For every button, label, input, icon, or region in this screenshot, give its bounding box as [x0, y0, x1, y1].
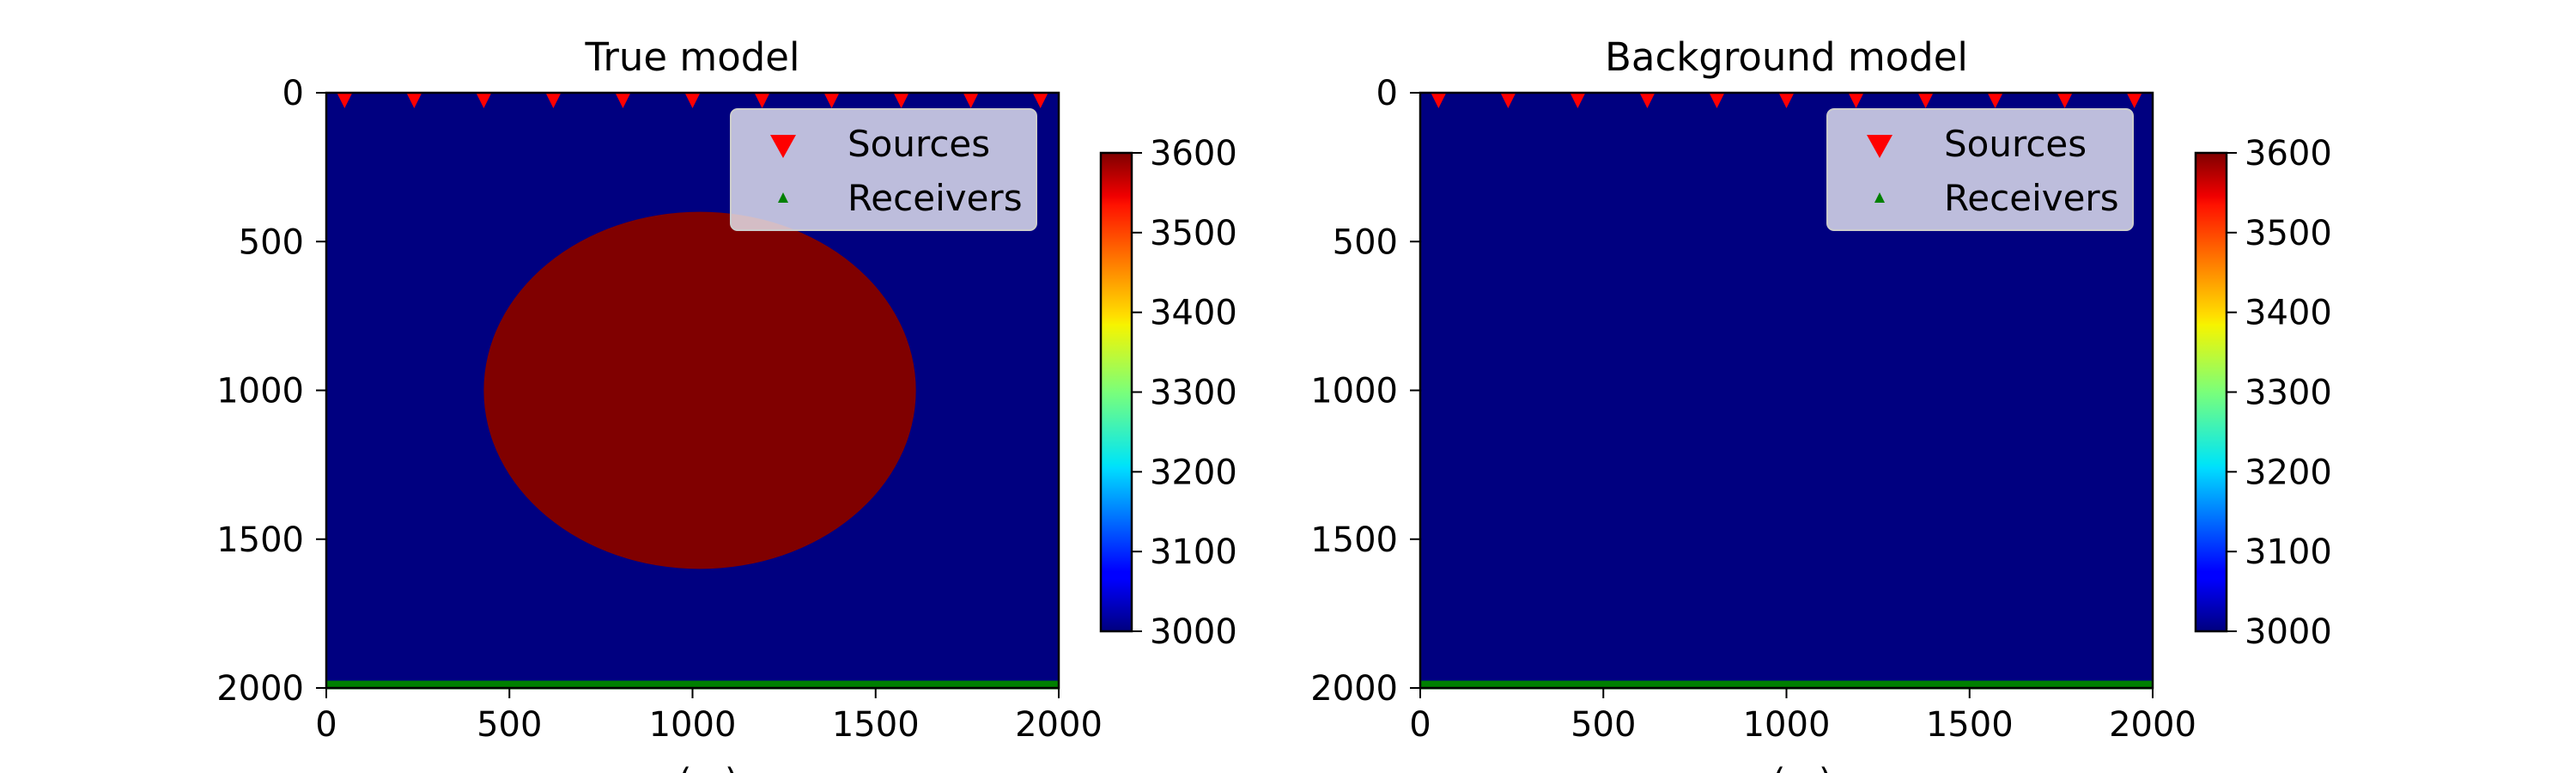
- receiver-line: [1420, 680, 2153, 690]
- legend: Sources Receivers: [1826, 108, 2134, 231]
- colorbar-tick-label: 3300: [2245, 374, 2332, 413]
- x-tick-label: 0: [1409, 705, 1431, 745]
- colorbar-tick-label: 3600: [1150, 134, 1237, 173]
- colorbar-tick-label: 3100: [2245, 533, 2332, 572]
- legend: Sources Receivers: [730, 108, 1037, 231]
- source-marker: [893, 93, 909, 108]
- source-marker: [545, 93, 562, 108]
- colorbar-tick-label: 3400: [2245, 294, 2332, 333]
- legend-receiver-marker: [778, 192, 788, 203]
- y-tick-label: 500: [239, 222, 304, 262]
- y-tick-label: 500: [1333, 222, 1398, 262]
- colorbar-tick-label: 3200: [2245, 453, 2332, 492]
- colorbar-tick-label: 3600: [2245, 134, 2332, 173]
- colorbar-tick-label: 3000: [2245, 612, 2332, 652]
- y-tick-label: 2000: [1310, 669, 1398, 709]
- colorbar-tick-label: 3400: [1150, 294, 1237, 333]
- x-tick-label: 1500: [1926, 705, 2014, 745]
- source-marker: [2126, 93, 2142, 108]
- colorbar-tick-label: 3200: [1150, 453, 1237, 492]
- x-tick-label: 500: [477, 705, 542, 745]
- source-marker: [615, 93, 631, 108]
- colorbar: 3000 3100 3200 3300 3400 3500 3600: [2194, 134, 2332, 652]
- colorbar-tick-label: 3300: [1150, 374, 1237, 413]
- x-tick-label: 0: [315, 705, 337, 745]
- y-tick-label: 0: [1376, 74, 1398, 113]
- x-tick-label: 1000: [649, 705, 737, 745]
- source-marker: [406, 93, 422, 108]
- y-tick-label: 1500: [216, 520, 304, 560]
- source-marker: [2057, 93, 2073, 108]
- colorbar-gradient: [1099, 151, 1133, 633]
- source-marker: [963, 93, 979, 108]
- velocity-anomaly: [483, 211, 916, 569]
- x-axis-label: x (m): [647, 762, 738, 773]
- source-marker: [1848, 93, 1864, 108]
- source-marker: [1570, 93, 1586, 108]
- source-marker: [823, 93, 840, 108]
- legend-label-sources: Sources: [1944, 123, 2087, 165]
- x-tick-label: 1500: [832, 705, 920, 745]
- source-marker: [1709, 93, 1725, 108]
- source-marker: [1032, 93, 1048, 108]
- y-tick-label: 0: [283, 74, 304, 113]
- chart-title: Background model: [1605, 34, 1968, 80]
- source-marker: [1987, 93, 2003, 108]
- source-marker: [1778, 93, 1795, 108]
- source-marker: [337, 93, 353, 108]
- colorbar-tick-label: 3100: [1150, 533, 1237, 572]
- source-marker: [1639, 93, 1656, 108]
- legend-label-receivers: Receivers: [848, 177, 1023, 219]
- x-tick-label: 2000: [1015, 705, 1103, 745]
- source-marker: [754, 93, 770, 108]
- legend-source-marker: [1867, 135, 1893, 158]
- y-tick-label: 1500: [1310, 520, 1398, 560]
- source-marker: [1917, 93, 1934, 108]
- colorbar-gradient: [2194, 151, 2228, 633]
- legend-source-marker: [770, 135, 796, 158]
- colorbar-tick-label: 3500: [2245, 214, 2332, 253]
- colorbar-tick-label: 3500: [1150, 214, 1237, 253]
- source-marker: [476, 93, 492, 108]
- x-tick-label: 500: [1571, 705, 1636, 745]
- chart-title: True model: [584, 34, 799, 80]
- legend-receiver-marker: [1874, 192, 1885, 203]
- y-tick-label: 1000: [216, 372, 304, 411]
- colorbar: 3000 3100 3200 3300 3400 3500 3600: [1099, 134, 1237, 652]
- chart-panel-2: 0 500 1000 1500 2000 0 500 1000 1500 2000 Backgrou…: [1310, 34, 2332, 773]
- x-tick-label: 2000: [2109, 705, 2196, 745]
- legend-label-sources: Sources: [848, 123, 990, 165]
- y-tick-label: 1000: [1310, 372, 1398, 411]
- source-marker: [1431, 93, 1447, 108]
- x-tick-label: 1000: [1743, 705, 1831, 745]
- chart-panel-1: 0 500 1000 1500 2000 0 500 1000 1500 2000 True mod…: [216, 34, 1237, 773]
- receiver-line: [326, 680, 1059, 690]
- source-marker: [1500, 93, 1516, 108]
- source-marker: [684, 93, 701, 108]
- y-tick-label: 2000: [216, 669, 304, 709]
- legend-box: [1826, 108, 2134, 231]
- legend-box: [730, 108, 1037, 231]
- legend-label-receivers: Receivers: [1944, 177, 2119, 219]
- colorbar-tick-label: 3000: [1150, 612, 1237, 652]
- x-axis-label: x (m): [1741, 762, 1832, 773]
